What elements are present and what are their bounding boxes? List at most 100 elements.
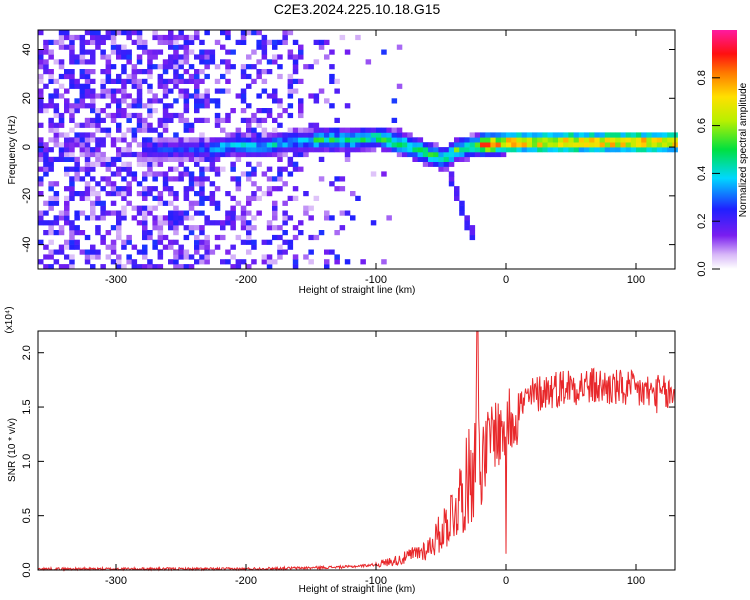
spectrogram-cell xyxy=(90,122,96,128)
spectrogram-cell xyxy=(136,103,143,109)
spectrogram-cell xyxy=(105,181,112,187)
spectrogram-cell xyxy=(272,93,278,99)
spectrogram-cell xyxy=(142,122,148,128)
spectrogram-cell xyxy=(324,264,330,270)
spectrogram-cell xyxy=(240,73,247,80)
spectrogram-cell xyxy=(43,254,49,260)
spectrogram-cell xyxy=(209,59,216,65)
spectrogram-cell xyxy=(84,186,91,192)
spectrogram-cell xyxy=(69,186,75,192)
spectrogram-cell xyxy=(79,44,86,50)
spectrogram-cell xyxy=(90,93,96,99)
spectrogram-cell xyxy=(116,254,122,260)
spectrogram-cell xyxy=(142,69,148,75)
spectrogram-cell xyxy=(105,78,112,84)
spectrogram-cell xyxy=(584,132,590,138)
snr-x-ticks: -300 -200 -100 0 100 xyxy=(105,331,645,587)
spectrogram-cell xyxy=(329,64,335,70)
spectrogram-cell xyxy=(636,147,642,153)
spectrogram-cell xyxy=(152,137,158,143)
spectrogram-cell xyxy=(162,142,169,148)
spectrogram-cell xyxy=(136,142,143,148)
spectrogram-cell xyxy=(90,186,96,192)
spectrogram-cell xyxy=(43,147,49,153)
spectrogram-cell xyxy=(152,186,158,192)
spectrogram-cell xyxy=(38,49,44,55)
spectrogram-cell xyxy=(630,142,637,148)
spectrogram-cell xyxy=(188,122,195,128)
spectrogram-cell xyxy=(396,44,403,50)
spectrogram-cell xyxy=(199,156,205,162)
spectrogram-cell xyxy=(152,239,158,245)
spectrogram-cell xyxy=(199,259,205,265)
spectrogram-cell xyxy=(84,215,91,221)
spectrogram-cell xyxy=(350,147,356,153)
spectrogram-cell xyxy=(594,147,600,153)
spectrogram-cell xyxy=(282,239,288,245)
spectrogram-cell xyxy=(454,156,460,162)
spectrogram-cell xyxy=(209,191,216,197)
spectrogram-cell xyxy=(126,103,132,109)
spectrogram-cell xyxy=(173,166,179,172)
spectrogram-cell xyxy=(168,103,174,109)
colorbar-tick-label: 0.8 xyxy=(696,70,708,85)
spectrogram-cell xyxy=(173,254,179,260)
spectrogram-cell xyxy=(100,239,106,245)
spectrogram-cell xyxy=(350,132,356,138)
spectrogram-cell xyxy=(147,210,153,216)
spectrogram-cell xyxy=(292,234,299,241)
spectrogram-cell xyxy=(495,137,502,143)
spectrogram-cell xyxy=(298,112,304,119)
spectrogram-cell xyxy=(324,210,330,216)
spectrogram-cell xyxy=(157,39,164,45)
spectrogram-cell xyxy=(48,127,54,133)
spectrogram-cell xyxy=(256,195,262,201)
spectrogram-cell xyxy=(396,127,403,133)
spectrogram-cell xyxy=(303,205,309,211)
spectrogram-cell xyxy=(64,137,70,143)
spectrogram-cell xyxy=(282,249,288,255)
spectrogram-cell xyxy=(360,132,366,138)
spectrogram-cell xyxy=(214,171,221,177)
snr-y-label: SNR (10 * v/v) xyxy=(7,418,18,482)
spectrogram-cell xyxy=(516,137,522,143)
spectrogram-cell xyxy=(339,127,346,133)
spectrogram-cell xyxy=(225,78,231,84)
spectrogram-cell xyxy=(662,137,668,143)
spectrogram-cell xyxy=(630,137,637,143)
spectrogram-cell xyxy=(194,93,200,99)
spectrogram-cell xyxy=(173,191,179,197)
spectrogram-cell xyxy=(287,73,294,80)
spectrogram-cell xyxy=(116,171,122,177)
spectrogram-cell xyxy=(428,142,434,148)
spectrogram-cell xyxy=(604,147,611,153)
spectrogram-cell xyxy=(298,151,304,158)
spectrogram-cell xyxy=(391,147,398,153)
spectrogram-cell xyxy=(100,264,106,270)
spectrogram-cell xyxy=(95,215,101,221)
spectrogram-cell xyxy=(235,132,242,138)
spectrogram-cell xyxy=(204,249,210,255)
spectrogram-cell xyxy=(74,166,80,172)
spectrogram-cell xyxy=(136,181,143,187)
spectrogram-cell xyxy=(272,151,278,158)
spectrogram-cell xyxy=(298,54,304,60)
spectrogram-cell xyxy=(84,156,91,162)
spectrogram-cell xyxy=(261,151,268,158)
spectrogram-cell xyxy=(459,142,465,148)
spectrogram-cell xyxy=(568,147,574,153)
spectrogram-cell xyxy=(433,142,439,148)
spectrogram-cell xyxy=(84,103,91,109)
spectrogram-cell xyxy=(230,108,236,114)
spectrogram-cell xyxy=(178,88,184,94)
spectrogram-cell xyxy=(95,122,101,128)
spectrogram-cell xyxy=(662,147,668,153)
spectrogram-cell xyxy=(173,151,179,158)
spectrogram-cell xyxy=(116,112,122,119)
spectrogram-cell xyxy=(324,249,330,255)
spectrogram-cell xyxy=(344,151,351,158)
spectrogram-cell xyxy=(194,249,200,255)
spectrogram-cell xyxy=(225,112,231,119)
spectrogram-cell xyxy=(370,220,377,226)
spectrogram-cell xyxy=(656,142,663,148)
